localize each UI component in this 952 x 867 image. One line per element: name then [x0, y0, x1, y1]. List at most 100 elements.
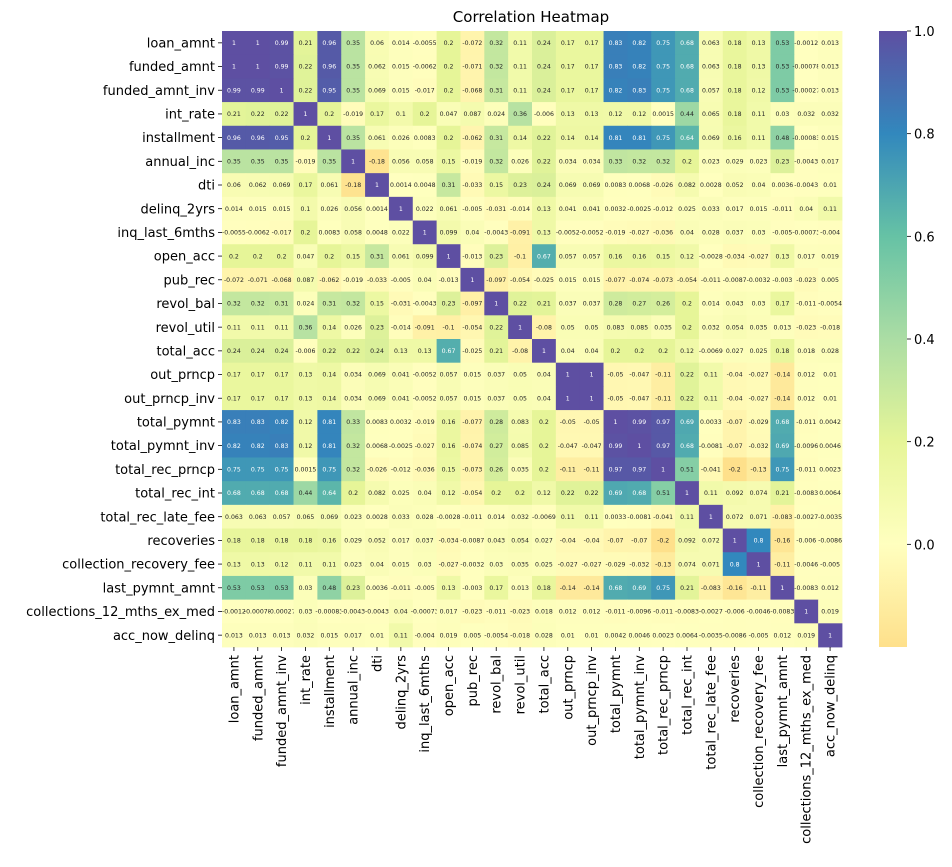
- heatmap-cell: [770, 149, 795, 174]
- cell-value-label: -0.011: [796, 419, 816, 426]
- heatmap-cell: [365, 433, 390, 458]
- heatmap-cell: [746, 552, 771, 577]
- heatmap-cell: [245, 599, 271, 624]
- heatmap-cell: [508, 433, 533, 458]
- heatmap-cell: [341, 102, 366, 127]
- cell-value-label: 0.01: [823, 182, 837, 189]
- cell-value-label: 0.64: [680, 135, 694, 142]
- heatmap-cell: [245, 196, 271, 221]
- cell-value-label: -0.00027: [268, 609, 296, 616]
- cell-value-label: -0.0081: [699, 443, 723, 450]
- cell-value-label: -0.006: [534, 111, 554, 118]
- heatmap-cell: [818, 410, 843, 435]
- heatmap-cell: [746, 623, 771, 648]
- heatmap-cell: [222, 125, 247, 150]
- cell-value-label: 1: [351, 159, 355, 166]
- heatmap-cell: [412, 54, 438, 79]
- cell-value-label: 0.64: [322, 490, 336, 497]
- heatmap-cell: [508, 339, 533, 364]
- heatmap-cell: [508, 386, 533, 411]
- cell-value-label: 0.015: [249, 206, 267, 213]
- heatmap-cell: [365, 149, 390, 174]
- heatmap-cell: [555, 244, 581, 269]
- cell-value-label: 0.17: [251, 372, 265, 379]
- heatmap-cell: [794, 362, 819, 387]
- column-tick-label: open_acc: [442, 655, 457, 716]
- cell-value-label: -0.083: [772, 514, 792, 521]
- cell-value-label: 0.2: [324, 111, 334, 118]
- cell-value-label: -0.0096: [627, 609, 651, 616]
- cell-value-label: 0.023: [750, 159, 768, 166]
- heatmap-cell: [794, 267, 819, 293]
- cell-value-label: 0.27: [632, 301, 646, 308]
- heatmap-cell: [484, 78, 509, 103]
- heatmap-cell: [818, 599, 843, 624]
- cell-value-label: 0.0042: [605, 632, 627, 639]
- cell-value-label: 0.099: [416, 253, 434, 260]
- heatmap-cell: [555, 78, 581, 103]
- heatmap-cell: [436, 244, 461, 269]
- heatmap-cell: [627, 267, 652, 293]
- heatmap-cell: [532, 315, 557, 340]
- heatmap-cell: [341, 528, 366, 553]
- heatmap-cell: [698, 220, 724, 245]
- heatmap-cell: [555, 125, 581, 150]
- column-tick-label: revol_bal: [490, 655, 505, 714]
- heatmap-cell: [245, 481, 271, 506]
- heatmap-cell: [508, 362, 533, 387]
- cell-value-label: -0.017: [272, 230, 292, 237]
- cell-value-label: -0.047: [558, 443, 578, 450]
- cell-value-label: 0.11: [251, 324, 265, 331]
- cell-value-label: 0.054: [726, 324, 744, 331]
- heatmap-cell: [269, 291, 294, 316]
- cell-value-label: -0.054: [462, 490, 482, 497]
- cell-value-label: 0.22: [513, 301, 527, 308]
- row-tick-label: revol_bal: [156, 297, 215, 312]
- column-tick-label: collection_recovery_fee: [752, 655, 767, 808]
- column-tick-label: collections_12_mths_ex_med: [800, 655, 815, 844]
- cell-value-label: 0.75: [656, 40, 670, 47]
- heatmap-cell: [555, 291, 581, 316]
- heatmap-cell: [746, 244, 771, 269]
- heatmap-cell: [770, 244, 795, 269]
- cell-value-label: 0.023: [702, 159, 720, 166]
- heatmap-cell: [698, 386, 724, 411]
- cell-value-label: 0.8: [730, 561, 740, 568]
- heatmap-cell: [627, 291, 652, 316]
- heatmap-cell: [675, 552, 700, 577]
- cell-value-label: 0.67: [537, 253, 551, 260]
- heatmap-cell: [484, 196, 509, 221]
- cell-value-label: 0.018: [535, 609, 553, 616]
- heatmap-cell: [603, 433, 628, 458]
- heatmap-cell: [388, 196, 414, 221]
- heatmap-cell: [460, 552, 485, 577]
- heatmap-cell: [388, 149, 414, 174]
- heatmap-cell: [436, 528, 461, 553]
- cell-value-label: 0.028: [702, 230, 720, 237]
- cell-value-label: 0.24: [370, 348, 384, 355]
- cell-value-label: 0.0068: [628, 182, 650, 189]
- heatmap-cell: [555, 196, 581, 221]
- cell-value-label: 0.2: [420, 111, 430, 118]
- cell-value-label: 0.012: [559, 609, 577, 616]
- cell-value-label: 0.026: [511, 159, 529, 166]
- heatmap-cell: [460, 78, 485, 103]
- column-tick-label: total_rec_prncp: [657, 655, 672, 755]
- heatmap-cell: [603, 220, 628, 245]
- heatmap-cell: [555, 457, 581, 482]
- cell-value-label: 0.063: [249, 514, 267, 521]
- cell-value-label: -0.2: [729, 467, 741, 474]
- cell-value-label: 0.97: [632, 467, 646, 474]
- cell-value-label: -0.0035: [699, 632, 723, 639]
- cell-value-label: -0.034: [725, 253, 745, 260]
- heatmap-cell: [698, 552, 724, 577]
- cell-value-label: 1: [828, 632, 832, 639]
- heatmap-cell: [222, 244, 247, 269]
- heatmap-cell: [293, 599, 318, 624]
- cell-value-label: 0.03: [752, 301, 766, 308]
- heatmap-cell: [388, 433, 414, 458]
- cell-value-label: -0.027: [749, 253, 769, 260]
- cell-value-label: 0.012: [797, 395, 815, 402]
- cell-value-label: -0.00073: [411, 609, 439, 616]
- cell-value-label: 0.037: [726, 230, 744, 237]
